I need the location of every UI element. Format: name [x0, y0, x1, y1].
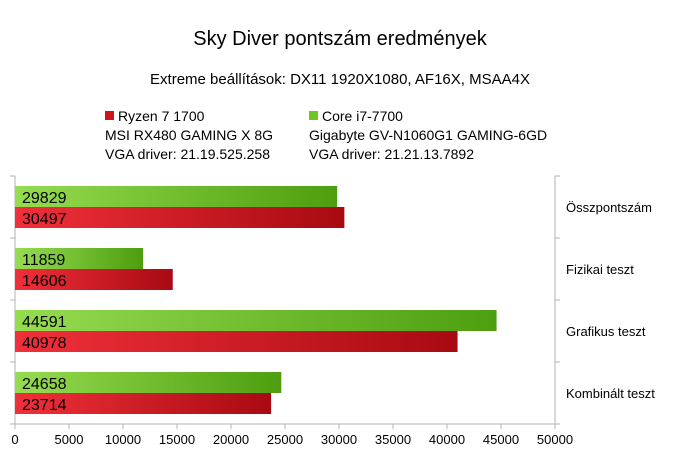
bar-value-label: 14606	[22, 273, 67, 290]
bar-green	[15, 310, 497, 331]
x-tick-label: 35000	[375, 432, 411, 447]
x-tick-label: 40000	[429, 432, 465, 447]
bar-value-label: 30497	[22, 211, 67, 228]
bar-red	[15, 393, 272, 414]
legend-label-driver: VGA driver: 21.21.13.7892	[309, 146, 474, 162]
x-tick-label: 15000	[159, 432, 195, 447]
bar-value-label: 24658	[22, 376, 67, 393]
bar-red	[15, 207, 345, 228]
x-tick-label: 20000	[213, 432, 249, 447]
bar-value-label: 40978	[22, 335, 67, 352]
chart-title: Sky Diver pontszám eredmények	[193, 28, 487, 50]
bar-green	[15, 248, 144, 269]
x-tick-label: 0	[11, 432, 18, 447]
bar-value-label: 11859	[22, 252, 65, 269]
bar-green	[15, 372, 282, 393]
x-tick-label: 45000	[483, 432, 519, 447]
bar-green	[15, 186, 338, 207]
legend-label-gpu: Gigabyte GV-N1060G1 GAMING-6GD	[309, 127, 548, 143]
x-tick-label: 5000	[55, 432, 84, 447]
chart-subtitle: Extreme beállítások: DX11 1920X1080, AF1…	[150, 71, 530, 88]
legend-label-cpu: Core i7-7700	[322, 108, 403, 124]
x-tick-label: 30000	[321, 432, 357, 447]
legend-label-cpu: Ryzen 7 1700	[118, 108, 205, 124]
legend-item-ryzen: Ryzen 7 1700 MSI RX480 GAMING X 8G VGA d…	[105, 107, 273, 164]
bar-value-label: 44591	[22, 314, 67, 331]
legend-item-core: Core i7-7700 Gigabyte GV-N1060G1 GAMING-…	[309, 107, 547, 164]
bar-red	[15, 331, 458, 352]
legend-swatch-red	[105, 111, 114, 120]
bar-red	[15, 269, 173, 290]
x-tick-label: 25000	[267, 432, 303, 447]
category-label: Grafikus teszt	[566, 324, 646, 339]
category-label: Kombinált teszt	[566, 386, 655, 401]
x-tick-label: 10000	[105, 432, 141, 447]
legend-label-gpu: MSI RX480 GAMING X 8G	[105, 127, 274, 143]
bar-value-label: 23714	[22, 397, 67, 414]
x-tick-label: 50000	[537, 432, 573, 447]
category-label: Összpontszám	[566, 200, 652, 215]
legend-swatch-green	[309, 111, 318, 120]
legend-label-driver: VGA driver: 21.19.525.258	[105, 146, 270, 162]
bar-value-label: 29829	[22, 190, 67, 207]
category-label: Fizikai teszt	[566, 262, 634, 277]
